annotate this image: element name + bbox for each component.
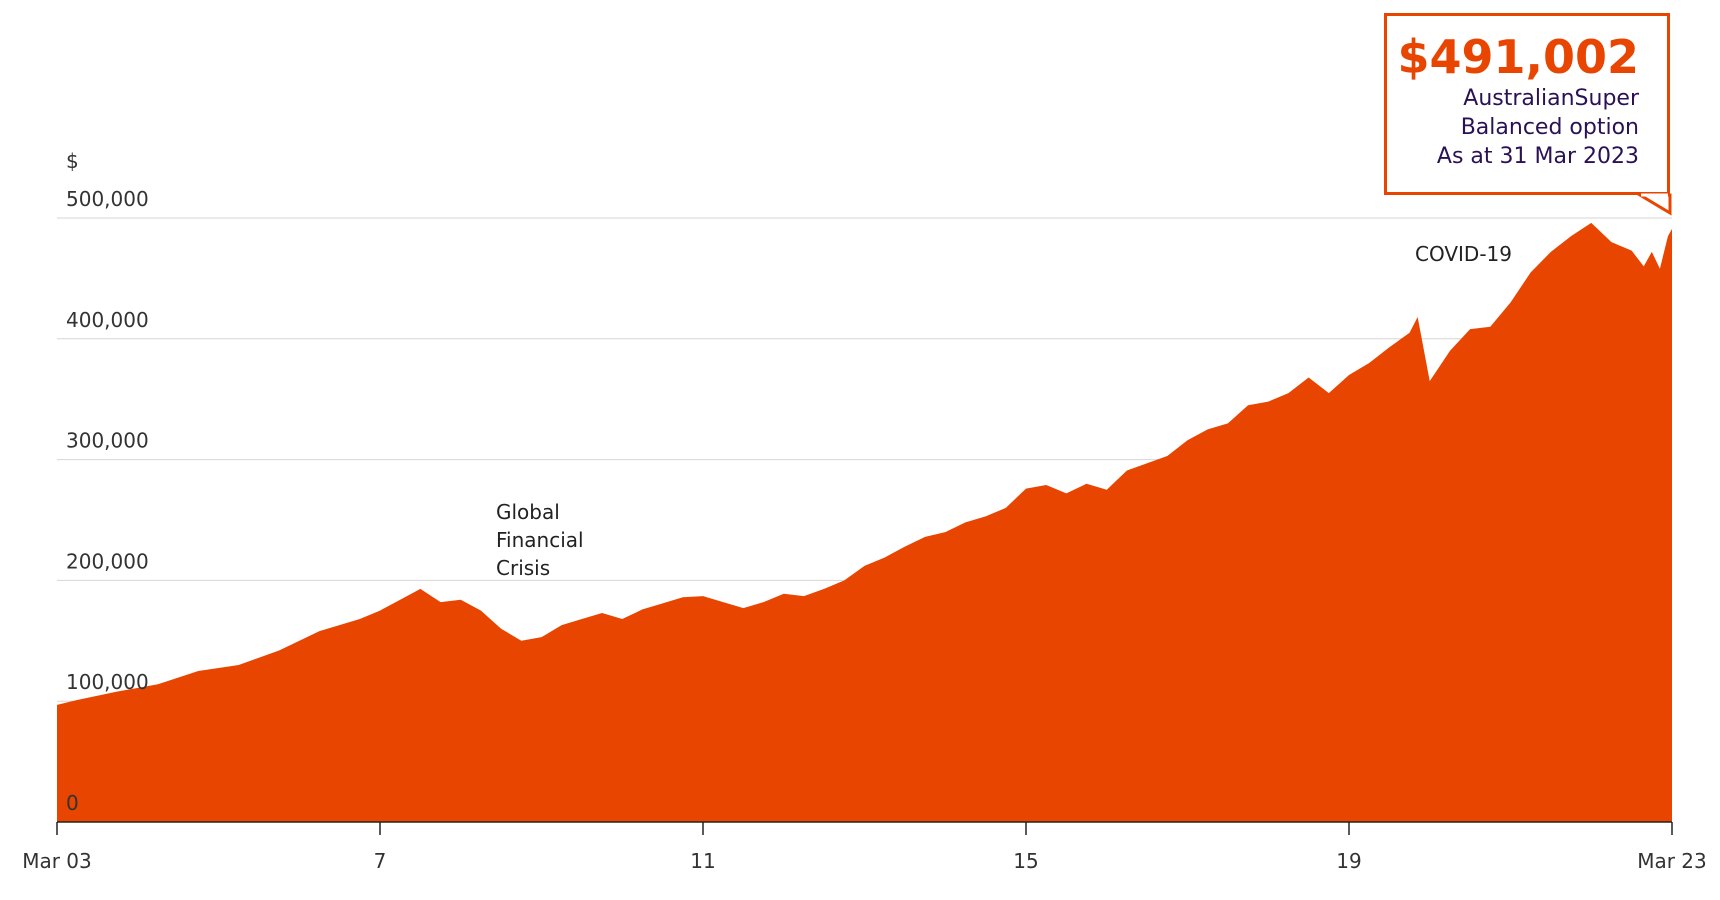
annotation: Global Financial Crisis xyxy=(496,500,584,580)
y-axis-label: $ xyxy=(66,149,79,173)
callout: $491,002 AustralianSuper Balanced option… xyxy=(1384,13,1670,195)
annotation: COVID-19 xyxy=(1415,242,1513,266)
y-tick-label: 200,000 xyxy=(66,549,149,573)
callout-line: AustralianSuper xyxy=(1463,86,1639,111)
y-tick-label: 500,000 xyxy=(66,187,149,211)
y-tick-label: 400,000 xyxy=(66,308,149,332)
y-tick-label: 100,000 xyxy=(66,670,149,694)
area xyxy=(57,222,1672,822)
x-tick-label: Mar 03 xyxy=(22,849,92,873)
x-tick-label: 15 xyxy=(1013,849,1038,873)
y-tick-label: 0 xyxy=(66,791,79,815)
y-tick-label: 300,000 xyxy=(66,429,149,453)
callout-value: $491,002 xyxy=(1397,30,1639,84)
callout-line: Balanced option xyxy=(1460,115,1639,140)
x-tick-label: 19 xyxy=(1336,849,1361,873)
x-tick-label: 7 xyxy=(374,849,387,873)
callout-line: As at 31 Mar 2023 xyxy=(1436,144,1639,169)
x-tick-label: 11 xyxy=(690,849,715,873)
x-tick-label: Mar 23 xyxy=(1637,849,1707,873)
